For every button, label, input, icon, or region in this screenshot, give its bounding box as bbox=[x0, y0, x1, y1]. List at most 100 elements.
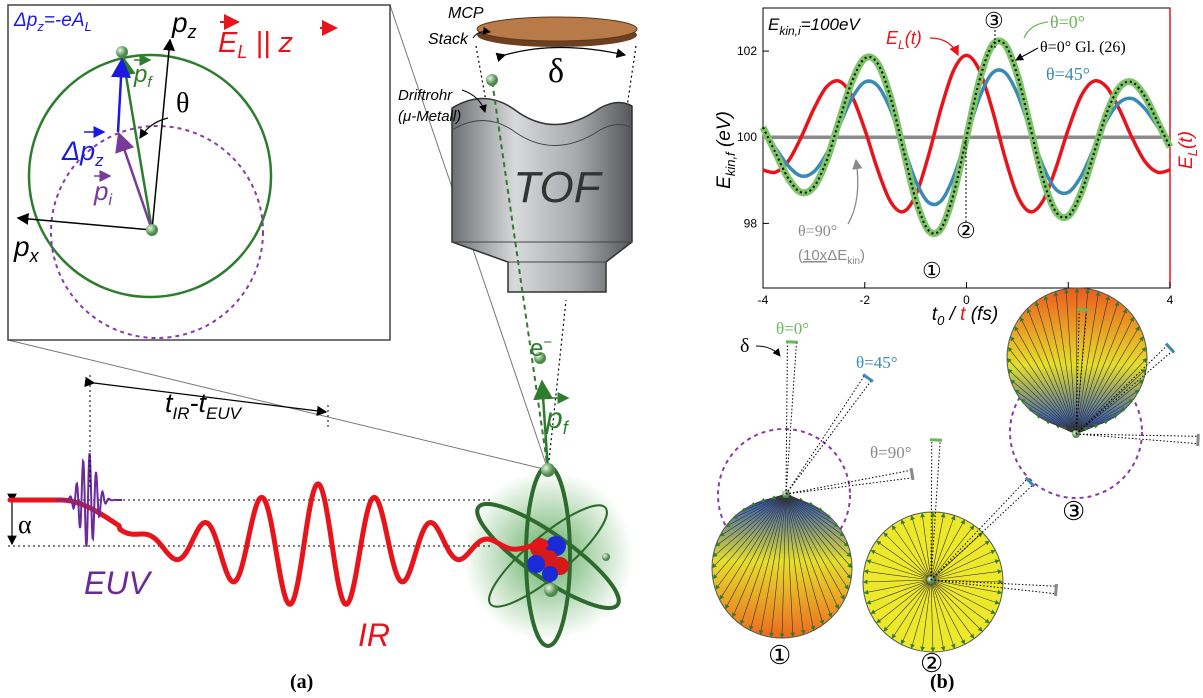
series-label: θ=0° bbox=[1050, 12, 1085, 32]
cone-cap bbox=[911, 468, 913, 480]
x-tick-label: -2 bbox=[859, 293, 870, 307]
axis-label-part: (t) bbox=[1176, 131, 1197, 149]
mcp-disc bbox=[477, 17, 637, 41]
axis-label-part: (eV) bbox=[714, 111, 735, 152]
delta-pz-label: Δpz=-eAL bbox=[13, 10, 92, 34]
electron bbox=[486, 74, 498, 86]
axis-label: Ekin,f (eV) bbox=[714, 111, 738, 189]
caption: (a) bbox=[290, 671, 313, 693]
drift-label: (μ-Metall) bbox=[398, 108, 461, 125]
y-tick-label: 100 bbox=[737, 130, 757, 144]
axis-label: t0 / t (fs) bbox=[932, 304, 998, 328]
delta-label: δ bbox=[548, 53, 564, 90]
theta-label: θ=90° bbox=[870, 443, 912, 462]
axis-label: EL(t) bbox=[1176, 131, 1200, 169]
electron bbox=[544, 583, 558, 597]
alpha-label: α bbox=[18, 510, 32, 539]
nucleon bbox=[542, 566, 558, 582]
drift-label: Driftrohr bbox=[398, 87, 453, 104]
axis-label-part: L bbox=[1185, 149, 1200, 156]
axis-label-part: E bbox=[714, 176, 735, 189]
label-part: p bbox=[93, 176, 108, 206]
label-part: L bbox=[898, 38, 905, 52]
label-part: x bbox=[29, 246, 40, 266]
label-part: i bbox=[108, 192, 112, 209]
axis-label-part: / bbox=[944, 304, 960, 325]
cone-cap bbox=[1077, 310, 1089, 311]
label-part: z bbox=[187, 22, 197, 42]
sphere-label: ① bbox=[768, 640, 791, 670]
label-part: E bbox=[768, 15, 780, 34]
label-part: f bbox=[563, 418, 570, 438]
cone-line bbox=[786, 376, 864, 494]
label-part: p bbox=[171, 7, 188, 38]
cone-line bbox=[786, 381, 871, 494]
label-part: || bbox=[247, 27, 278, 59]
theta-label: θ=45° bbox=[856, 353, 898, 372]
label-part: 10x bbox=[803, 247, 828, 264]
label-part: z bbox=[94, 151, 104, 170]
label-part: p bbox=[13, 231, 30, 262]
axis-label-part: E bbox=[1176, 156, 1197, 169]
pointer bbox=[756, 346, 780, 356]
cone-cap bbox=[1166, 344, 1174, 353]
series-label: θ=90° bbox=[798, 223, 837, 240]
label-part: =100eV bbox=[801, 15, 862, 34]
y-tick-label: 98 bbox=[744, 216, 758, 230]
figure: Δpz=-eAL pz EL || z pf θ Δpz pi px MCP S… bbox=[0, 0, 1203, 698]
label-part: L bbox=[85, 19, 92, 34]
sphere-label: ③ bbox=[1062, 496, 1085, 526]
label-part: − bbox=[543, 334, 552, 351]
label-part: EUV bbox=[206, 404, 243, 423]
pf-label: pf bbox=[545, 402, 570, 438]
label-part: Δp bbox=[61, 136, 95, 166]
axis-label-part: (fs) bbox=[965, 304, 998, 325]
electron bbox=[116, 46, 128, 58]
electron bbox=[541, 463, 555, 477]
field-label: EL || z bbox=[218, 27, 294, 62]
label-part: ΔE bbox=[827, 247, 847, 264]
label-part: e bbox=[530, 335, 543, 362]
label-part: z bbox=[278, 27, 294, 59]
label-part: =-eA bbox=[44, 10, 85, 31]
caption: (b) bbox=[930, 671, 954, 693]
label-part: L bbox=[237, 42, 247, 62]
tof-label: TOF bbox=[513, 163, 602, 212]
label-part: (t) bbox=[905, 28, 922, 48]
label-part: E bbox=[218, 27, 238, 59]
x-tick-label: -4 bbox=[758, 293, 769, 307]
label-part: kin,i bbox=[779, 24, 801, 38]
label-part: p bbox=[545, 402, 563, 435]
electron-label: e− bbox=[530, 334, 552, 362]
x-tick-label: 4 bbox=[1167, 293, 1174, 307]
label-part: IR bbox=[173, 404, 190, 423]
cone-cap bbox=[1198, 434, 1199, 446]
annotation: ③ bbox=[984, 8, 1004, 33]
y-tick-label: 102 bbox=[737, 44, 757, 58]
chart: 98100102-4-2024t0 / t (fs)Ekin,f (eV)EL(… bbox=[714, 8, 1200, 328]
spheres bbox=[712, 288, 1198, 652]
label-part: -t bbox=[190, 388, 208, 418]
cone-cap bbox=[1056, 584, 1057, 596]
annotation: ① bbox=[922, 258, 942, 283]
ir-label: IR bbox=[358, 617, 390, 653]
euv-label: EUV bbox=[84, 565, 152, 601]
delta-arc bbox=[505, 48, 625, 56]
delta-label: δ bbox=[740, 335, 749, 357]
mcp-label: Stack bbox=[428, 31, 469, 48]
cone-line bbox=[786, 342, 787, 494]
mcp-label: MCP bbox=[448, 5, 484, 22]
series-label: θ=45° bbox=[1046, 64, 1090, 84]
axis-label-part: kin,f bbox=[723, 151, 738, 176]
inset-frame bbox=[8, 5, 390, 340]
theta-label: θ bbox=[176, 88, 189, 119]
cone-line bbox=[786, 342, 797, 494]
cone-line bbox=[786, 470, 911, 494]
acceptance-line bbox=[548, 300, 566, 470]
cone-cap bbox=[863, 375, 873, 382]
electron bbox=[146, 224, 158, 236]
label-part: p bbox=[133, 61, 147, 88]
label-part: kin bbox=[847, 256, 860, 267]
label-part: Δp bbox=[13, 10, 37, 31]
theta-label: θ=0° bbox=[776, 319, 809, 338]
